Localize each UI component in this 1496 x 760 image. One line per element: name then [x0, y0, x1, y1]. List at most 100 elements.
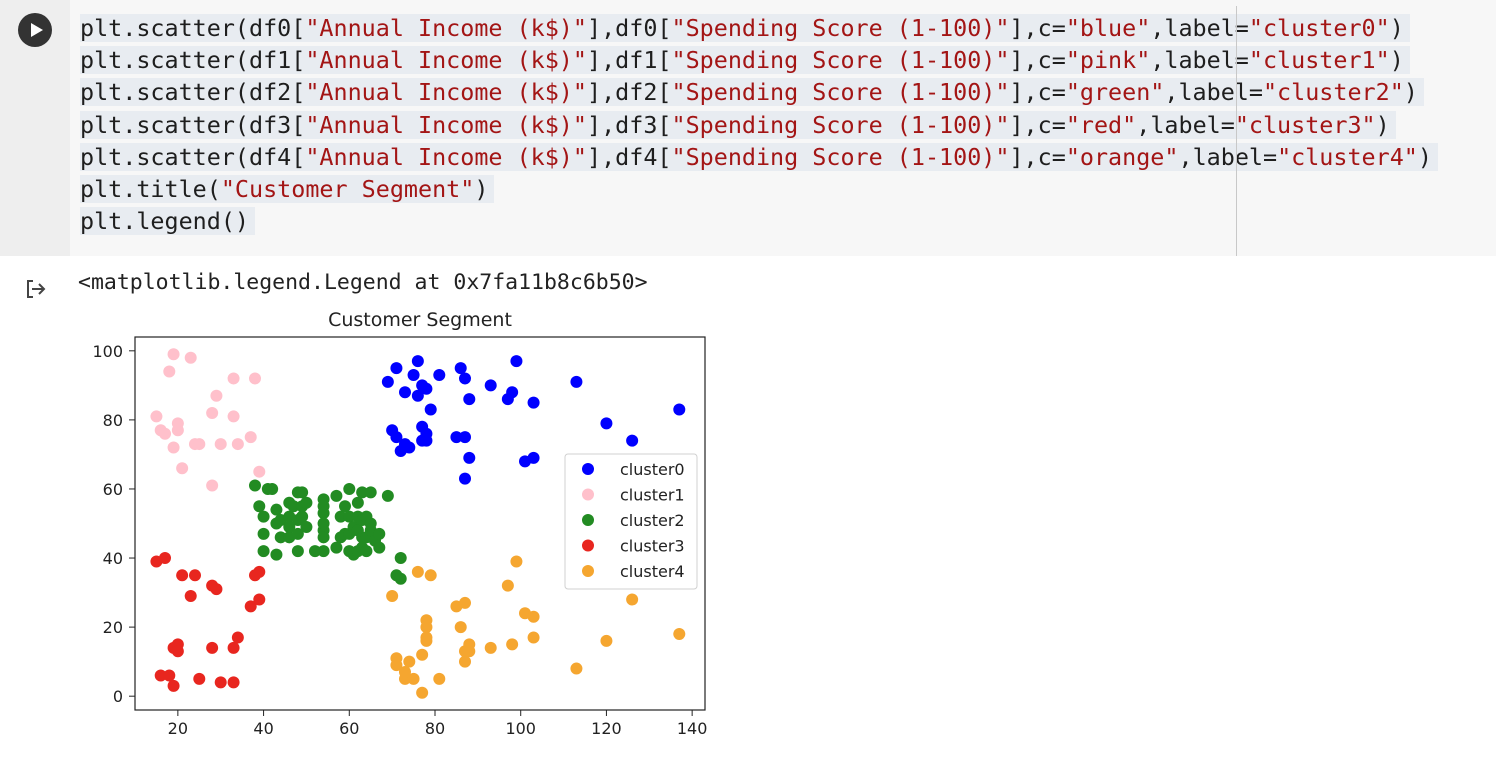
data-point-cluster3	[184, 590, 197, 603]
data-point-cluster1	[171, 417, 184, 430]
code-editor[interactable]: plt.scatter(df0["Annual Income (k$)" ],df…	[80, 12, 1438, 237]
code-token: ],c=	[1009, 46, 1066, 75]
data-point-cluster1	[210, 389, 223, 402]
code-line: plt.scatter(df0["Annual Income (k$)"],df…	[80, 12, 1438, 44]
string-literal: "Spending Score (1-100)"	[671, 78, 1010, 107]
data-point-cluster4	[510, 555, 523, 568]
data-point-cluster0	[454, 362, 467, 375]
data-point-cluster4	[463, 638, 476, 651]
data-point-cluster4	[673, 628, 686, 641]
data-point-cluster4	[626, 593, 639, 606]
data-point-cluster2	[317, 493, 330, 506]
code-cell[interactable]: plt.scatter(df0["Annual Income (k$)" ],df…	[0, 0, 1496, 256]
data-point-cluster2	[364, 486, 377, 499]
code-token: )	[474, 175, 489, 204]
data-point-cluster0	[420, 434, 433, 447]
string-literal: "red"	[1065, 110, 1137, 139]
data-point-cluster2	[249, 479, 261, 492]
legend-label: cluster3	[620, 537, 685, 556]
data-point-cluster3	[253, 593, 266, 606]
data-point-cluster2	[334, 510, 347, 523]
data-point-cluster0	[433, 368, 446, 381]
code-token: ],df2[	[586, 78, 672, 107]
code-token: plt.scatter(df0[	[80, 14, 306, 42]
data-point-cluster4	[527, 631, 540, 644]
x-tick-label: 40	[253, 719, 273, 738]
data-point-cluster2	[300, 496, 313, 509]
data-point-cluster2	[296, 486, 309, 499]
data-point-cluster4	[399, 666, 411, 679]
data-point-cluster2	[317, 545, 330, 558]
data-point-cluster4	[600, 634, 613, 647]
output-text: <matplotlib.legend.Legend at 0x7fa11b8c6…	[78, 270, 648, 295]
data-point-cluster4	[407, 672, 420, 685]
y-tick-label: 80	[103, 411, 123, 430]
string-literal: "pink"	[1065, 46, 1151, 75]
data-point-cluster4	[390, 659, 403, 672]
data-point-cluster2	[257, 510, 270, 523]
run-cell-button[interactable]	[18, 13, 52, 47]
data-point-cluster4	[420, 631, 433, 644]
data-point-cluster0	[673, 403, 686, 416]
x-tick-label: 80	[425, 719, 445, 738]
data-point-cluster3	[154, 669, 167, 682]
string-literal: "Annual Income (k$)"	[305, 14, 587, 42]
data-point-cluster4	[386, 590, 399, 603]
data-point-cluster2	[257, 527, 270, 540]
plot-area-frame	[134, 336, 706, 711]
string-literal: "Spending Score (1-100)"	[671, 110, 1010, 139]
data-point-cluster2	[317, 517, 330, 530]
data-point-cluster2	[317, 507, 330, 520]
code-line: plt.scatter(df1["Annual Income (k$)"],df…	[80, 44, 1438, 76]
data-point-cluster2	[381, 489, 394, 502]
data-point-cluster0	[390, 362, 403, 375]
y-tick-label: 100	[92, 342, 123, 361]
x-tick-label: 140	[677, 719, 708, 738]
code-token: plt.scatter(df1[	[80, 46, 306, 75]
code-token: ],c=	[1009, 110, 1066, 139]
data-point-cluster3	[163, 669, 176, 682]
data-point-cluster1	[176, 462, 189, 475]
data-point-cluster2	[343, 510, 356, 523]
data-point-cluster3	[176, 569, 189, 582]
data-point-cluster3	[227, 641, 240, 654]
data-point-cluster3	[231, 631, 244, 644]
output-arrow-icon	[27, 280, 46, 298]
data-point-cluster1	[253, 465, 266, 478]
data-point-cluster2	[394, 572, 407, 585]
x-tick-label: 60	[339, 719, 359, 738]
data-point-cluster3	[210, 583, 223, 596]
data-point-cluster4	[484, 641, 497, 654]
code-line: plt.legend()	[80, 205, 1438, 237]
string-literal: "cluster3"	[1234, 110, 1376, 139]
legend-label: cluster2	[620, 511, 685, 530]
data-point-cluster3	[227, 676, 240, 689]
data-point-cluster2	[373, 541, 386, 554]
data-point-cluster2	[343, 482, 356, 495]
data-point-cluster0	[411, 389, 424, 402]
data-point-cluster0	[527, 451, 540, 464]
code-token: )	[1403, 78, 1418, 107]
legend-marker-cluster4	[582, 565, 594, 577]
data-point-cluster2	[351, 496, 364, 509]
code-token: ],c=	[1009, 142, 1066, 171]
data-point-cluster2	[257, 545, 270, 558]
data-point-cluster4	[459, 596, 471, 609]
legend-marker-cluster3	[582, 539, 594, 552]
data-point-cluster2	[330, 541, 343, 554]
data-point-cluster2	[283, 520, 296, 533]
data-point-cluster4	[506, 638, 519, 651]
data-point-cluster1	[214, 438, 227, 451]
data-point-cluster0	[459, 372, 471, 385]
legend-label: cluster0	[620, 460, 685, 479]
data-point-cluster0	[570, 375, 583, 388]
scatter-chart: Customer Segment 20 40 60 80 100 120 140 0 20 40 60…	[92, 309, 708, 738]
data-point-cluster0	[450, 431, 463, 444]
data-point-cluster1	[193, 438, 206, 451]
data-point-cluster2	[360, 545, 373, 558]
legend-marker-cluster1	[582, 488, 594, 501]
x-tick-label: 120	[591, 719, 622, 738]
data-point-cluster4	[527, 610, 540, 623]
x-tick-label: 100	[505, 719, 536, 738]
data-point-cluster1	[184, 351, 197, 364]
